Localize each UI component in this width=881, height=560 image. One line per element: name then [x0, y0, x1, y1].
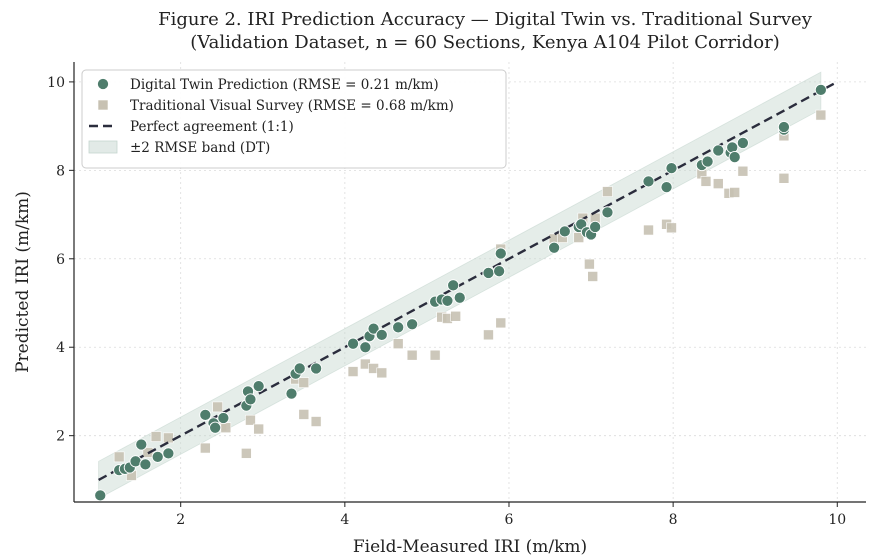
traditional-survey-point — [815, 109, 827, 121]
y-tick-label: 8 — [56, 163, 65, 179]
digital-twin-point — [151, 450, 164, 463]
traditional-survey-point — [163, 432, 174, 444]
x-tick-label: 6 — [505, 512, 514, 528]
digital-twin-point — [293, 362, 306, 375]
traditional-survey-point — [200, 442, 211, 454]
legend-box — [81, 69, 507, 169]
digital-twin-point — [310, 362, 323, 375]
digital-twin-point — [589, 220, 602, 233]
traditional-survey-point — [643, 224, 654, 236]
digital-twin-point — [252, 380, 265, 393]
legend-marker-band — [88, 140, 118, 154]
y-axis-ticks: 2 4 6 8 10 — [47, 75, 74, 445]
y-axis-label: Predicted IRI (m/km) — [13, 191, 33, 373]
x-tick-label: 2 — [176, 512, 185, 528]
digital-twin-point — [814, 83, 827, 96]
legend-label: Traditional Visual Survey (RMSE = 0.68 m… — [130, 98, 454, 114]
digital-twin-point — [482, 266, 495, 279]
chart-title-line-2: (Validation Dataset, n = 60 Sections, Ke… — [190, 32, 780, 53]
legend: Digital Twin Prediction (RMSE = 0.21 m/k… — [81, 69, 507, 169]
traditional-survey-point — [429, 349, 441, 361]
traditional-survey-point — [406, 349, 418, 361]
traditional-survey-point — [729, 187, 740, 198]
digital-twin-point — [406, 318, 419, 331]
digital-twin-point — [453, 291, 466, 304]
traditional-survey-point — [737, 165, 749, 177]
traditional-survey-point — [298, 409, 310, 420]
traditional-survey-point — [392, 338, 404, 349]
traditional-survey-point — [587, 271, 598, 282]
digital-twin-point — [665, 162, 678, 175]
digital-twin-point — [447, 279, 460, 292]
plot-area — [74, 62, 866, 502]
digital-twin-point — [660, 181, 673, 194]
digital-twin-point — [162, 447, 175, 460]
traditional-survey-point — [245, 414, 256, 426]
digital-twin-point — [558, 225, 571, 238]
traditional-survey-point — [310, 416, 322, 427]
traditional-survey-point — [602, 186, 613, 197]
x-axis-label: Field-Measured IRI (m/km) — [353, 537, 587, 557]
chart-title-line-1: Figure 2. IRI Prediction Accuracy — Digi… — [158, 9, 813, 30]
traditional-survey-point — [450, 310, 461, 322]
digital-twin-point — [139, 458, 152, 471]
y-tick-label: 10 — [47, 75, 65, 91]
traditional-survey-point — [241, 448, 252, 459]
traditional-survey-point — [700, 176, 712, 187]
digital-twin-point — [701, 155, 714, 168]
digital-twin-point — [94, 489, 107, 502]
traditional-survey-point — [113, 451, 125, 463]
digital-twin-point — [736, 136, 749, 149]
traditional-survey-point — [584, 258, 595, 270]
digital-twin-point — [135, 438, 148, 451]
traditional-survey-point — [376, 367, 388, 379]
y-tick-label: 2 — [56, 429, 65, 445]
traditional-survey-point — [212, 401, 223, 413]
digital-twin-point — [642, 175, 655, 188]
x-tick-label: 4 — [340, 512, 349, 528]
traditional-survey-point — [298, 377, 310, 388]
digital-twin-point — [285, 387, 298, 400]
digital-twin-point — [777, 120, 790, 134]
digital-twin-point — [712, 144, 725, 157]
x-tick-label: 8 — [669, 512, 678, 528]
x-axis-ticks: 2 4 6 8 10 — [176, 502, 846, 528]
digital-twin-point — [359, 341, 372, 354]
legend-label: Digital Twin Prediction (RMSE = 0.21 m/k… — [130, 77, 439, 93]
legend-label: Perfect agreement (1:1) — [130, 119, 294, 135]
digital-twin-point — [244, 393, 257, 406]
digital-twin-point — [199, 408, 212, 421]
y-tick-label: 6 — [56, 252, 65, 268]
digital-twin-point — [209, 421, 222, 434]
digital-twin-point — [728, 151, 741, 164]
digital-twin-point — [367, 322, 380, 335]
legend-marker-traditional — [97, 99, 109, 111]
legend-marker-digital-twin — [96, 77, 110, 91]
digital-twin-point — [217, 411, 230, 425]
digital-twin-point — [392, 321, 405, 334]
digital-twin-point — [346, 337, 360, 350]
legend-label: ±2 RMSE band (DT) — [130, 140, 270, 156]
digital-twin-point — [494, 247, 507, 260]
traditional-survey-point — [483, 329, 494, 341]
y-tick-label: 4 — [56, 340, 65, 356]
traditional-survey-point — [666, 222, 677, 234]
digital-twin-point — [441, 294, 454, 307]
digital-twin-point — [375, 328, 388, 341]
x-tick-label: 10 — [828, 512, 846, 528]
traditional-survey-point — [347, 366, 359, 377]
traditional-survey-point — [495, 317, 507, 329]
traditional-survey-point — [253, 423, 264, 435]
traditional-survey-point — [778, 173, 790, 184]
digital-twin-point — [548, 241, 561, 254]
digital-twin-point — [493, 265, 506, 278]
traditional-survey-point — [712, 178, 724, 189]
traditional-survey-point — [220, 422, 232, 434]
digital-twin-point — [601, 206, 614, 219]
traditional-survey-point — [150, 431, 162, 442]
